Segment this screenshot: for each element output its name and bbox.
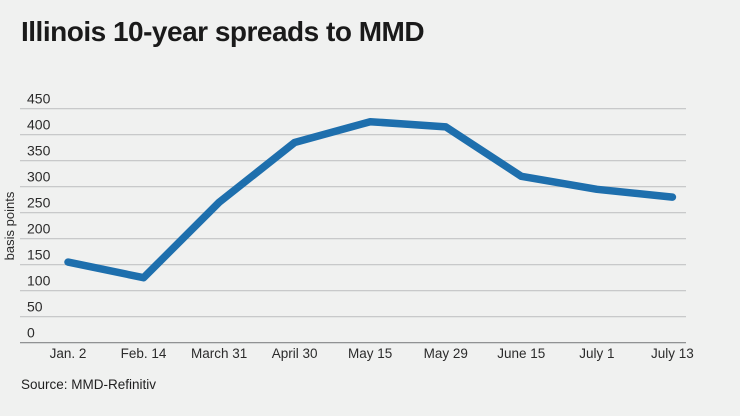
y-tick-label: 50	[27, 299, 43, 315]
x-tick-label: May 15	[348, 346, 392, 361]
x-tick-label: Jan. 2	[50, 346, 87, 361]
y-tick-label: 100	[27, 273, 51, 289]
y-tick-label: 150	[27, 247, 51, 263]
y-axis-title: basis points	[2, 191, 17, 260]
chart-title: Illinois 10-year spreads to MMD	[21, 16, 425, 47]
source-note: Source: MMD-Refinitiv	[21, 377, 157, 392]
x-tick-label: March 31	[191, 346, 247, 361]
x-tick-label: April 30	[272, 346, 318, 361]
y-tick-label: 0	[27, 325, 35, 341]
x-tick-label: May 29	[424, 346, 468, 361]
y-tick-label: 400	[27, 117, 51, 133]
y-tick-label: 350	[27, 143, 51, 159]
y-tick-label: 450	[27, 91, 51, 107]
x-tick-label: Feb. 14	[121, 346, 167, 361]
x-tick-label: July 1	[579, 346, 614, 361]
y-tick-label: 250	[27, 195, 51, 211]
y-tick-label: 300	[27, 169, 51, 185]
y-tick-label: 200	[27, 221, 51, 237]
x-tick-label: June 15	[497, 346, 545, 361]
x-tick-label: July 13	[651, 346, 694, 361]
data-line-series	[64, 117, 677, 282]
